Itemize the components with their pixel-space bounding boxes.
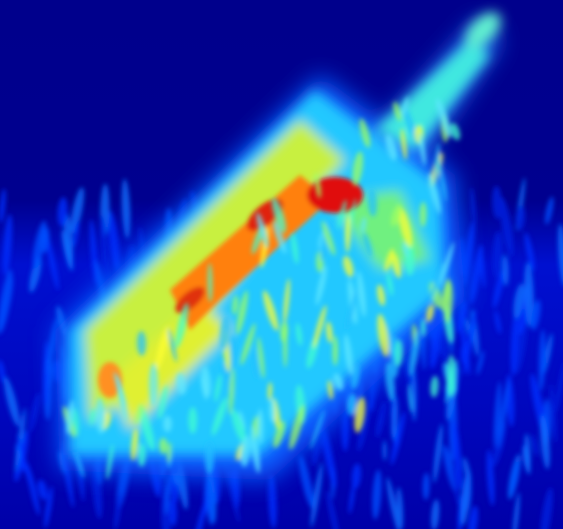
body-streak bbox=[163, 416, 172, 433]
body-streak bbox=[205, 441, 214, 474]
page: (() => { const data = JSON.parse(documen… bbox=[0, 0, 563, 529]
body-streak bbox=[188, 407, 197, 434]
radar-image bbox=[0, 0, 563, 529]
body-streak bbox=[149, 363, 159, 406]
